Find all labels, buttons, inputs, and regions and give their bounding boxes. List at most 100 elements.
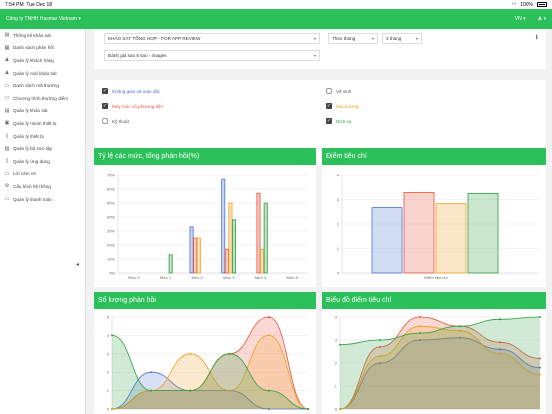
bar[interactable] <box>228 202 233 274</box>
bar[interactable] <box>260 248 265 274</box>
data-point[interactable] <box>189 389 192 392</box>
criteria-checkbox[interactable]: Vệ sinh <box>326 88 351 94</box>
bar[interactable] <box>467 192 499 274</box>
data-point[interactable] <box>539 366 541 369</box>
data-point[interactable] <box>379 339 381 341</box>
series-line[interactable] <box>339 325 541 410</box>
sidebar-item-label: Thống kê khảo sát <box>13 32 51 38</box>
sidebar-item-label: Quản lý thanh toán <box>13 196 52 202</box>
score-trend-title: Biểu đồ điểm tiêu chí <box>322 292 546 309</box>
criteria-checkbox[interactable]: Kỹ thuật <box>102 118 129 124</box>
sidebar-item-label: Quản lý khảo sát <box>13 108 48 114</box>
data-point[interactable] <box>459 329 461 332</box>
criteria-checkbox[interactable]: ✓ Mùi hương <box>326 103 358 109</box>
data-point[interactable] <box>379 345 381 348</box>
data-point[interactable] <box>339 343 341 346</box>
sidebar-item[interactable]: ▯ Quản lý thiết bị <box>0 130 85 143</box>
sidebar-item[interactable]: ▭ Danh sách mã thưởng <box>0 79 85 92</box>
bar[interactable] <box>221 178 226 274</box>
data-point[interactable] <box>111 408 113 410</box>
user-menu[interactable]: ♟ ▾ <box>538 16 546 22</box>
y-tick-label: 3 <box>107 351 110 356</box>
data-point[interactable] <box>419 316 421 318</box>
data-point[interactable] <box>419 332 421 335</box>
data-point[interactable] <box>539 373 541 376</box>
survey-select[interactable]: KHẢO SÁT TỔNG HỢP - FOR APP REVIEW ▾ <box>104 33 320 44</box>
data-point[interactable] <box>539 316 541 318</box>
x-tick-label: Mức 5 <box>286 275 298 280</box>
data-point[interactable] <box>339 408 341 410</box>
data-point[interactable] <box>111 334 113 337</box>
data-point[interactable] <box>267 408 270 410</box>
company-selector[interactable]: Công ty TNHH Hasmar Vietnam ▾ <box>6 16 81 22</box>
sidebar-item[interactable]: ▯ Quản lý ứng dụng <box>0 155 85 168</box>
series-line[interactable] <box>339 337 541 410</box>
data-point[interactable] <box>379 355 381 358</box>
data-point[interactable] <box>539 357 541 360</box>
data-point[interactable] <box>499 352 501 355</box>
y-tick-label: 1 <box>337 246 340 251</box>
collapse-sidebar-icon[interactable]: ◂ <box>75 262 79 268</box>
sidebar-item[interactable]: ▭ Quản lý thanh toán <box>0 193 85 206</box>
criteria-checkbox[interactable]: ✓ Dịch vụ <box>326 118 351 124</box>
data-point[interactable] <box>419 339 421 341</box>
data-point[interactable] <box>228 389 231 392</box>
data-point[interactable] <box>499 341 501 344</box>
y-tick-label: 50% <box>107 201 115 206</box>
data-point[interactable] <box>150 371 153 374</box>
download-icon[interactable]: ⭳ <box>535 34 538 41</box>
data-point[interactable] <box>228 352 231 355</box>
data-point[interactable] <box>267 389 270 392</box>
data-point[interactable] <box>150 389 153 392</box>
bar[interactable] <box>224 248 229 274</box>
bar[interactable] <box>168 254 173 274</box>
data-point[interactable] <box>459 325 461 328</box>
bar[interactable] <box>256 192 261 274</box>
rating-select[interactable]: Đánh giá sao 5 sao - images ▾ <box>104 50 320 61</box>
bar[interactable] <box>189 226 194 274</box>
data-point[interactable] <box>307 408 309 410</box>
series-line[interactable] <box>339 316 541 345</box>
data-point[interactable] <box>459 336 461 339</box>
y-tick-label: 60% <box>107 187 115 192</box>
sidebar-item[interactable]: ▦ Danh sách phản hồi <box>0 42 85 55</box>
data-point[interactable] <box>267 334 270 337</box>
bar[interactable] <box>232 219 237 274</box>
bar[interactable] <box>193 237 198 274</box>
sidebar-item-label: Quản lý khách hàng <box>13 57 54 63</box>
data-point[interactable] <box>419 325 421 328</box>
bar[interactable] <box>403 191 435 274</box>
sidebar-item[interactable]: ▭ Lời cảm ơn <box>0 168 85 181</box>
sidebar-item[interactable]: ▤ Thống kê khảo sát <box>0 29 85 42</box>
sidebar-item[interactable]: ♟ Quản lý mời khảo sát <box>0 67 85 80</box>
chevron-down-icon: ▾ <box>523 16 526 22</box>
data-point[interactable] <box>499 348 501 351</box>
sidebar-item[interactable]: ▭ Chương trình thưởng điểm <box>0 92 85 105</box>
app-icon: ▯ <box>5 158 9 165</box>
y-tick-label: 4 <box>107 333 110 338</box>
y-tick-label: 3 <box>335 338 338 343</box>
sidebar-item[interactable]: ▣ Quản lý nhóm thiết bị <box>0 117 85 130</box>
sidebar-item[interactable]: ▤ Quản lý khảo sát <box>0 105 85 118</box>
sidebar-item-label: Danh sách mã thưởng <box>13 83 59 89</box>
criteria-checkbox[interactable]: ✓ Máy móc và phương tiện <box>102 103 163 109</box>
data-point[interactable] <box>267 316 270 318</box>
period-type-select[interactable]: Theo tháng ▾ <box>328 33 378 44</box>
bar[interactable] <box>371 207 403 274</box>
data-point[interactable] <box>379 362 381 364</box>
bar[interactable] <box>263 202 268 274</box>
ratio-bar-chart: 0% 10% 20% 30% 40% 50% 60% 70% Mức 0 Mức 1 Mức 2 Mứ… <box>107 173 308 280</box>
sidebar-item[interactable]: ⚙ Cấu hình hệ thống <box>0 180 85 193</box>
bar[interactable] <box>435 203 467 274</box>
data-point[interactable] <box>499 318 501 321</box>
period-value-select[interactable]: 3 tháng ▾ <box>382 33 422 44</box>
area-fill <box>340 317 540 409</box>
device-icon: ▯ <box>5 133 9 140</box>
bar[interactable] <box>196 237 201 274</box>
language-selector[interactable]: VN ▾ <box>514 16 526 22</box>
series-line[interactable] <box>111 371 308 410</box>
criteria-checkbox[interactable]: ✓ Không gian và màu sắc <box>102 88 160 94</box>
data-point[interactable] <box>189 352 192 355</box>
sidebar-item[interactable]: ▨ Quản lý bộ sưu tập <box>0 142 85 155</box>
sidebar-item[interactable]: ♟ Quản lý khách hàng <box>0 54 85 67</box>
